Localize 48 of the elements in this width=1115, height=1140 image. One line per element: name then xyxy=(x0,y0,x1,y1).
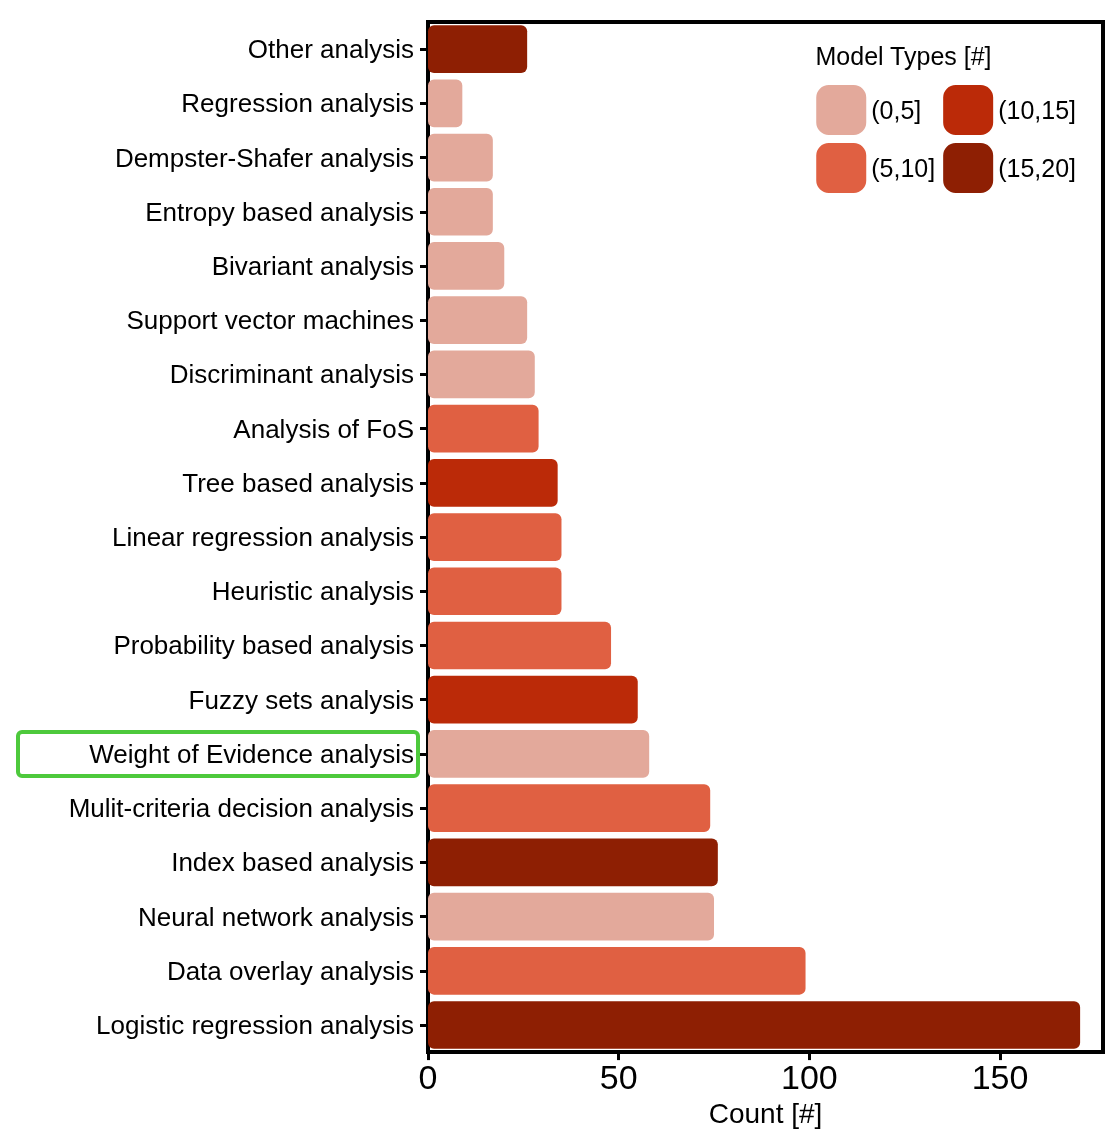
bar xyxy=(428,350,535,399)
bar xyxy=(428,730,650,778)
y-tick-label: Other analysis xyxy=(247,34,414,65)
y-tick-label: Dempster-Shafer analysis xyxy=(114,142,414,173)
legend-title: Model Types [#] xyxy=(815,41,992,70)
bar xyxy=(428,513,562,561)
y-tick-label: Regression analysis xyxy=(181,88,414,119)
bar xyxy=(428,567,562,616)
y-tick-label: Heuristic analysis xyxy=(211,576,414,607)
y-tick-label: Neural network analysis xyxy=(137,901,414,932)
y-tick-label: Weight of Evidence analysis xyxy=(89,738,414,769)
bar xyxy=(428,621,612,670)
bar xyxy=(428,784,711,832)
y-tick-label: Linear regression analysis xyxy=(111,522,414,553)
y-tick-label: Mulit-criteria decision analysis xyxy=(68,793,414,824)
bar xyxy=(428,946,806,995)
y-tick-label: Support vector machines xyxy=(126,305,414,336)
bar xyxy=(428,1001,1081,1049)
x-axis-title: Count [#] xyxy=(708,1097,823,1129)
bar xyxy=(428,458,558,507)
bar xyxy=(428,25,528,73)
bar xyxy=(428,838,718,887)
legend-label: (5,10] xyxy=(871,154,936,182)
y-tick-label: Tree based analysis xyxy=(182,467,414,498)
bar xyxy=(428,242,505,290)
bar xyxy=(428,404,539,453)
bar xyxy=(428,892,715,941)
legend-label: (10,15] xyxy=(998,96,1077,124)
legend-label: (15,20] xyxy=(998,154,1077,182)
legend-label: (0,5] xyxy=(871,96,922,124)
y-tick-label: Entropy based analysis xyxy=(145,196,414,227)
bar xyxy=(428,296,528,345)
x-tick-label: 150 xyxy=(971,1058,1029,1097)
bar xyxy=(428,79,463,128)
x-tick-label: 100 xyxy=(780,1058,838,1097)
bar xyxy=(428,133,493,182)
y-tick-label: Probability based analysis xyxy=(113,630,414,661)
x-tick-label: 50 xyxy=(599,1058,638,1097)
y-tick-label: Data overlay analysis xyxy=(166,955,414,986)
y-tick-label: Logistic regression analysis xyxy=(96,1009,414,1040)
y-tick-label: Index based analysis xyxy=(171,847,414,878)
y-tick-label: Analysis of FoS xyxy=(233,413,414,444)
y-tick-label: Bivariant analysis xyxy=(211,250,414,281)
y-tick-label: Fuzzy sets analysis xyxy=(188,684,414,715)
y-tick-label: Discriminant analysis xyxy=(169,359,414,390)
x-tick-label: 0 xyxy=(418,1058,438,1097)
bar xyxy=(428,187,493,236)
bar xyxy=(428,675,638,724)
